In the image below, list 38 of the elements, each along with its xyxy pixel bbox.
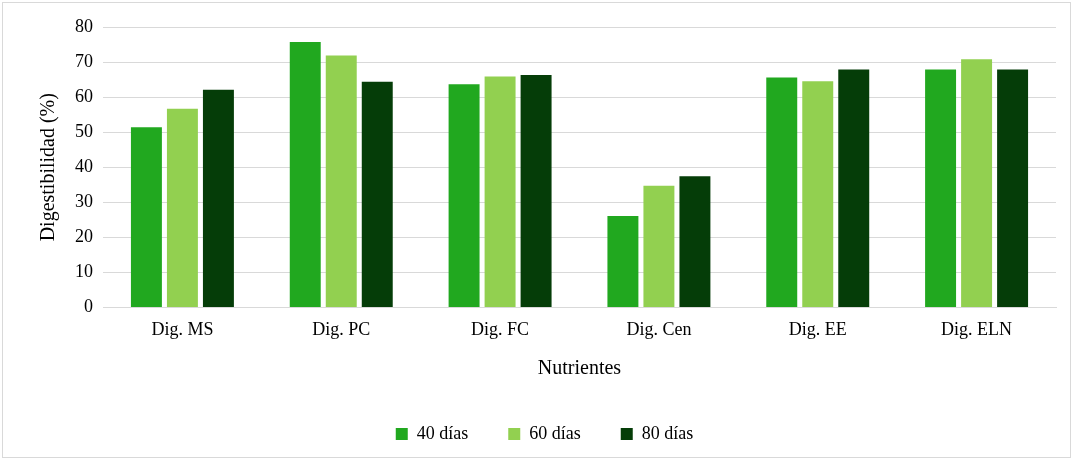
bar	[325, 55, 357, 307]
bar	[838, 69, 870, 307]
bar	[679, 176, 711, 307]
y-axis-title: Digestibilidad (%)	[36, 93, 60, 242]
y-tick-label: 70	[75, 50, 93, 71]
x-tick-label: Dig. Cen	[626, 318, 692, 339]
bar	[802, 81, 834, 307]
y-tick-label: 40	[75, 155, 93, 176]
bar	[520, 75, 552, 307]
bar	[961, 59, 993, 307]
bar	[997, 69, 1029, 307]
bar	[643, 185, 675, 307]
x-axis-title: Nutrientes	[537, 356, 622, 379]
bar	[766, 77, 798, 307]
bar	[484, 76, 516, 307]
bar	[130, 127, 162, 307]
y-tick-label: 50	[75, 120, 93, 141]
y-tick-label: 20	[75, 226, 93, 247]
legend-label: 60 días	[529, 422, 581, 443]
legend-label: 80 días	[641, 422, 694, 443]
x-tick-label: Dig. MS	[151, 318, 214, 339]
bar	[202, 89, 234, 307]
bar	[925, 69, 957, 307]
bar	[361, 81, 393, 307]
y-tick-label: 0	[84, 296, 93, 317]
y-tick-label: 30	[75, 190, 93, 211]
y-tick-label: 80	[75, 15, 93, 36]
bar	[448, 84, 480, 307]
y-tick-label: 10	[75, 261, 93, 282]
bar	[607, 215, 639, 307]
x-tick-label: Dig. FC	[471, 318, 530, 339]
legend-label: 40 días	[416, 422, 469, 443]
x-tick-label: Dig. PC	[312, 318, 371, 339]
bar	[289, 42, 321, 307]
bar	[166, 108, 198, 307]
x-tick-label: Dig. EE	[788, 318, 847, 339]
x-tick-label: Dig. ELN	[941, 318, 1013, 339]
y-tick-label: 60	[75, 85, 93, 106]
